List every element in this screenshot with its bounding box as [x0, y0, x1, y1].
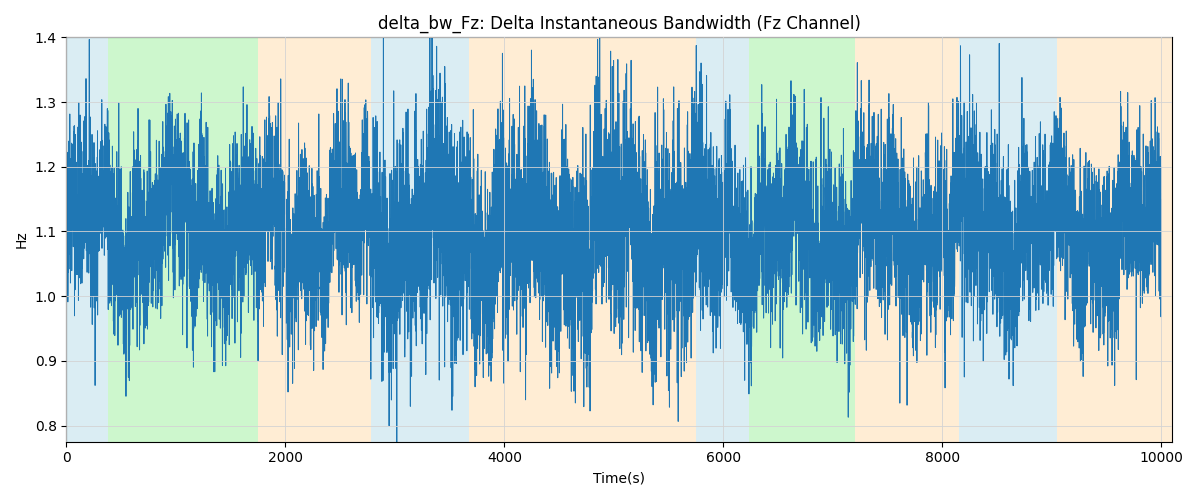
Bar [469, 38, 696, 442]
Bar [448, 38, 469, 442]
Bar [108, 38, 258, 442]
Bar [959, 38, 1057, 442]
Bar [696, 38, 749, 442]
Bar [749, 38, 854, 442]
Bar [1057, 38, 1172, 442]
X-axis label: Time(s): Time(s) [593, 471, 646, 485]
Bar [854, 38, 959, 442]
Bar [371, 38, 448, 442]
Y-axis label: Hz: Hz [16, 230, 29, 248]
Bar [66, 38, 108, 442]
Title: delta_bw_Fz: Delta Instantaneous Bandwidth (Fz Channel): delta_bw_Fz: Delta Instantaneous Bandwid… [378, 15, 860, 34]
Bar [258, 38, 371, 442]
